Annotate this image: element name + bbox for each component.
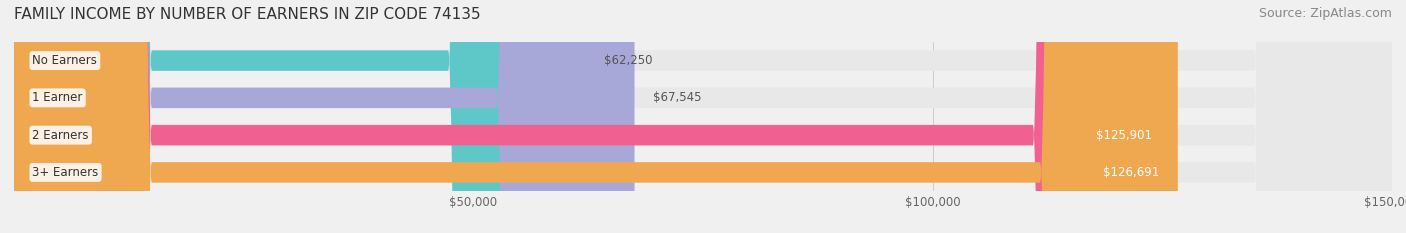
Text: 3+ Earners: 3+ Earners: [32, 166, 98, 179]
Text: $67,545: $67,545: [652, 91, 702, 104]
Text: $126,691: $126,691: [1104, 166, 1160, 179]
Text: 1 Earner: 1 Earner: [32, 91, 83, 104]
FancyBboxPatch shape: [14, 0, 1392, 233]
Text: Source: ZipAtlas.com: Source: ZipAtlas.com: [1258, 7, 1392, 20]
FancyBboxPatch shape: [14, 0, 1178, 233]
FancyBboxPatch shape: [14, 0, 1392, 233]
Text: FAMILY INCOME BY NUMBER OF EARNERS IN ZIP CODE 74135: FAMILY INCOME BY NUMBER OF EARNERS IN ZI…: [14, 7, 481, 22]
Text: $62,250: $62,250: [605, 54, 652, 67]
Text: $125,901: $125,901: [1097, 129, 1152, 142]
FancyBboxPatch shape: [14, 0, 1392, 233]
Text: No Earners: No Earners: [32, 54, 97, 67]
FancyBboxPatch shape: [14, 0, 634, 233]
FancyBboxPatch shape: [14, 0, 1171, 233]
Text: 2 Earners: 2 Earners: [32, 129, 89, 142]
FancyBboxPatch shape: [14, 0, 1392, 233]
FancyBboxPatch shape: [14, 0, 586, 233]
